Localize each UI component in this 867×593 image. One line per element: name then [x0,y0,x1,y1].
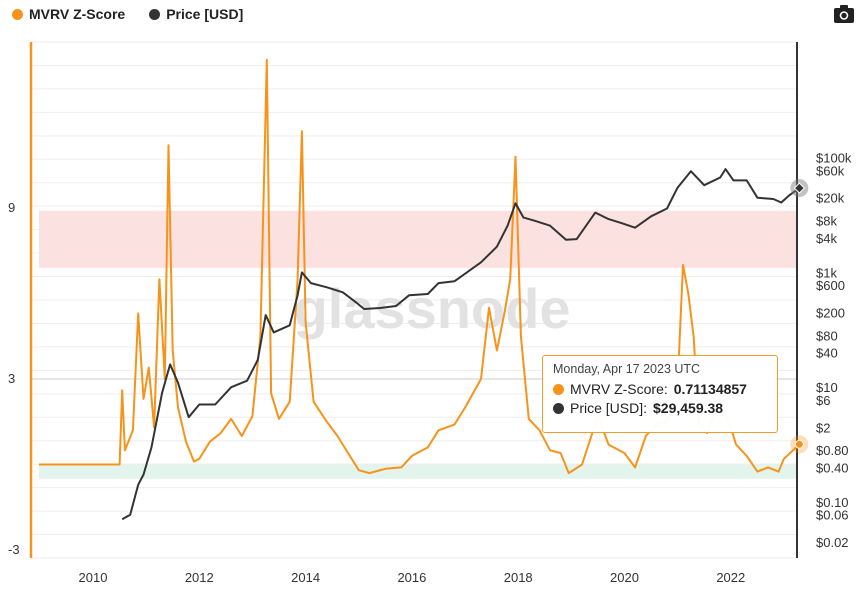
y-right-tick-label: $20k [816,191,845,206]
y-right-tick-label: $100k [816,151,852,166]
y-right-tick-label: $1k [816,265,837,280]
tooltip-row-price: Price [USD]: $29,459.38 [553,400,767,416]
y-left-tick-label: 3 [8,371,15,386]
tooltip-date: Monday, Apr 17 2023 UTC [553,362,701,376]
mvrv-series-line [39,58,801,475]
x-tick-label: 2016 [397,570,426,585]
green-zone-band [39,464,797,479]
x-tick-label: 2010 [79,570,108,585]
price-legend-label: Price [USD] [166,6,244,22]
legend-item-mvrv[interactable]: MVRV Z-Score [12,6,125,22]
y-right-tick-label: $0.80 [816,443,849,458]
tooltip-mvrv-value: 0.71134857 [673,381,747,397]
legend: MVRV Z-Score Price [USD] [12,6,243,22]
y-right-tick-label: $0.10 [816,495,849,510]
y-right-tick-label: $0.06 [816,508,849,523]
x-tick-label: 2012 [185,570,214,585]
mvrv-legend-dot [12,8,23,20]
y-right-tick-label: $80 [816,328,838,343]
x-tick-label: 2022 [716,570,745,585]
tooltip-price-value: $29,459.38 [653,400,724,416]
watermark: glassnode [294,277,571,340]
y-right-tick-label: $10 [816,380,838,395]
y-left-tick-label: 9 [8,200,15,215]
y-right-tick-label: $200 [816,306,845,321]
mvrv-legend-label: MVRV Z-Score [29,6,126,22]
y-right-tick-label: $600 [816,278,845,293]
camera-icon[interactable] [833,4,855,24]
y-right-tick-label: $0.02 [816,535,849,550]
y-right-tick-label: $6 [816,393,830,408]
price-hover-marker [793,182,806,194]
legend-item-price[interactable]: Price [USD] [149,6,243,22]
tooltip-price-dot [553,402,564,414]
y-right-tick-label: $0.40 [816,460,849,475]
tooltip-row-mvrv: MVRV Z-Score: 0.71134857 [553,381,767,397]
x-tick-label: 2020 [610,570,639,585]
tooltip-mvrv-label: MVRV Z-Score: [570,381,668,397]
tooltip-price-label: Price [USD]: [570,400,648,416]
y-right-tick-label: $8k [816,214,837,229]
price-legend-dot [149,8,161,20]
y-left-tick-label: -3 [8,542,20,557]
y-right-tick-label: $40 [816,346,838,361]
price-series-line [121,168,800,521]
x-tick-label: 2018 [504,570,533,585]
red-zone-band [39,210,797,268]
mvrv-hover-marker [794,439,804,449]
x-tick-label: 2014 [291,570,320,585]
tooltip: Monday, Apr 17 2023 UTC MVRV Z-Score: 0.… [542,355,778,433]
y-right-tick-label: $2 [816,420,830,435]
y-right-tick-label: $60k [816,163,845,178]
y-right-tick-label: $4k [816,231,837,246]
tooltip-mvrv-dot [553,383,564,395]
